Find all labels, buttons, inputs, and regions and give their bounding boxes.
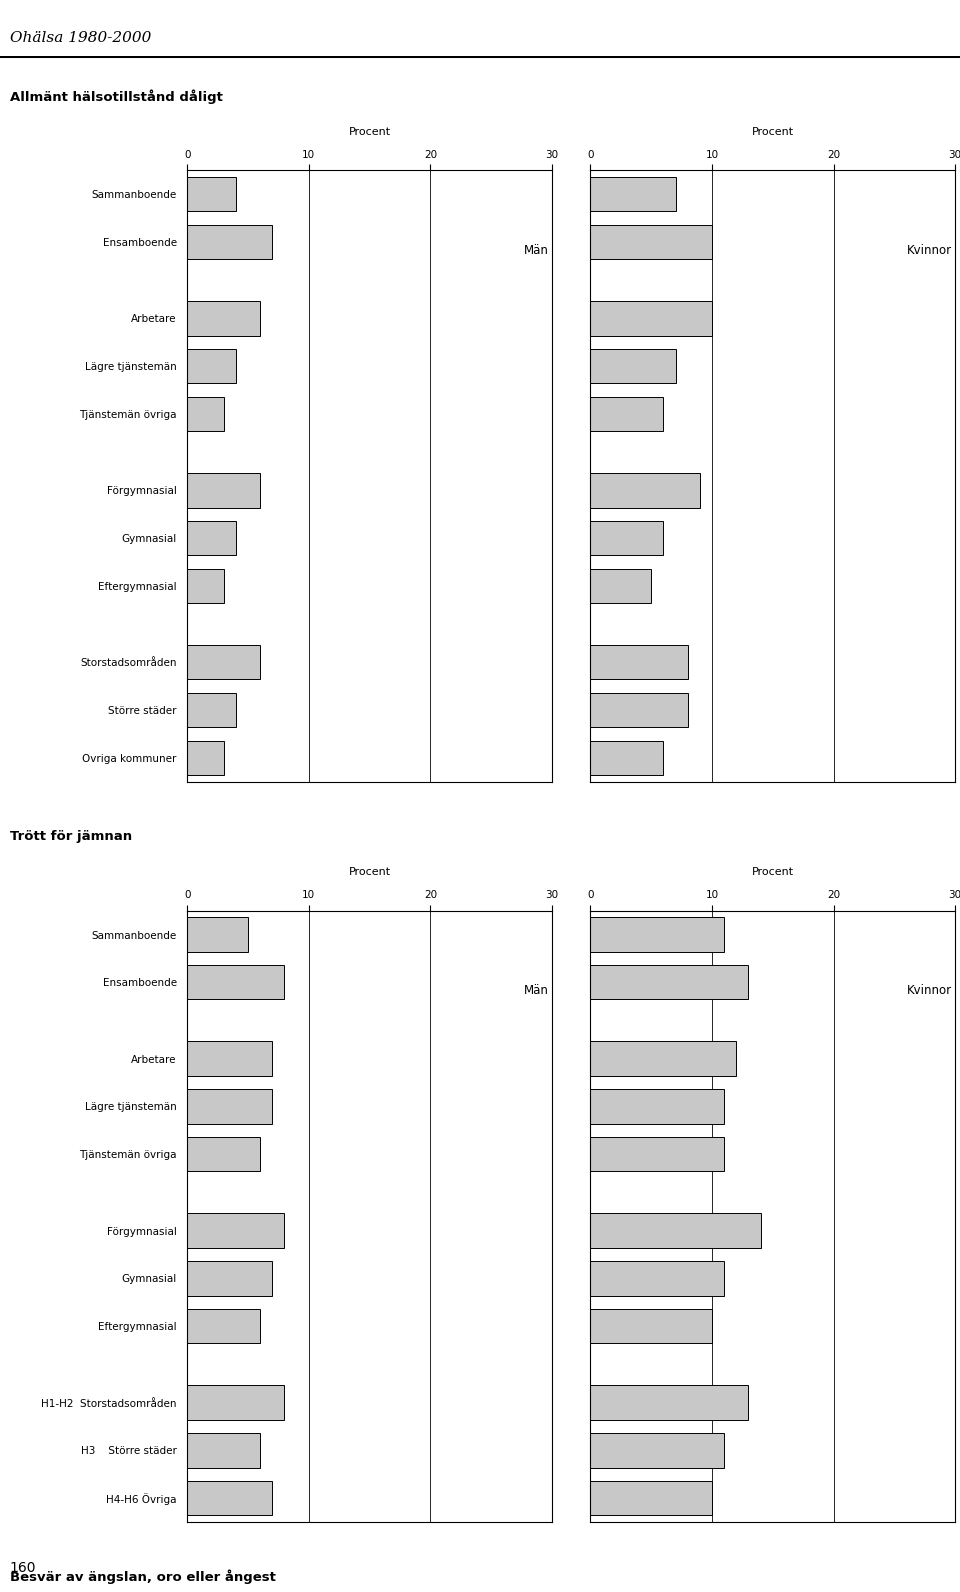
Bar xyxy=(590,1261,724,1296)
Bar xyxy=(590,349,676,384)
Bar xyxy=(187,349,236,384)
Text: Män: Män xyxy=(523,244,548,256)
Bar xyxy=(590,1481,712,1516)
Bar xyxy=(590,1137,724,1172)
Bar xyxy=(187,965,284,1000)
Bar xyxy=(187,224,273,259)
Bar xyxy=(590,1041,736,1076)
Text: Kvinnor: Kvinnor xyxy=(906,984,951,997)
Bar xyxy=(590,301,712,336)
Text: Allmänt hälsotillstånd dåligt: Allmänt hälsotillstånd dåligt xyxy=(10,89,223,103)
Bar xyxy=(590,740,663,775)
Text: Ohälsa 1980-2000: Ohälsa 1980-2000 xyxy=(10,30,151,45)
Text: Procent: Procent xyxy=(752,868,794,877)
Bar xyxy=(590,1433,724,1468)
Bar xyxy=(590,1089,724,1124)
Bar xyxy=(590,1385,749,1420)
Bar xyxy=(187,1309,260,1344)
Bar xyxy=(590,1213,760,1248)
Bar xyxy=(590,224,712,259)
Bar xyxy=(187,568,224,603)
Bar xyxy=(187,645,260,680)
Bar xyxy=(187,1385,284,1420)
Bar xyxy=(187,301,260,336)
Text: Procent: Procent xyxy=(348,868,391,877)
Bar xyxy=(187,177,236,212)
Text: Besvär av ängslan, oro eller ångest: Besvär av ängslan, oro eller ångest xyxy=(10,1570,276,1584)
Bar xyxy=(590,693,687,728)
Bar xyxy=(590,521,663,556)
Bar xyxy=(590,177,676,212)
Text: Procent: Procent xyxy=(752,127,794,137)
Bar xyxy=(187,521,236,556)
Bar xyxy=(187,1089,273,1124)
Bar xyxy=(187,917,248,952)
Bar xyxy=(590,917,724,952)
Text: Procent: Procent xyxy=(348,127,391,137)
Bar xyxy=(187,1041,273,1076)
Bar xyxy=(590,396,663,431)
Text: Män: Män xyxy=(523,984,548,997)
Text: 160: 160 xyxy=(10,1562,36,1574)
Text: Kvinnor: Kvinnor xyxy=(906,244,951,256)
Bar xyxy=(590,473,700,508)
Bar xyxy=(590,568,651,603)
Bar xyxy=(590,645,687,680)
Bar xyxy=(187,1261,273,1296)
Bar xyxy=(187,740,224,775)
Bar xyxy=(187,1481,273,1516)
Bar xyxy=(187,396,224,431)
Bar xyxy=(187,1433,260,1468)
Bar xyxy=(187,1213,284,1248)
Bar xyxy=(187,693,236,728)
Bar xyxy=(187,1137,260,1172)
Text: Trött för jämnan: Trött för jämnan xyxy=(10,831,132,844)
Bar xyxy=(590,1309,712,1344)
Bar xyxy=(187,473,260,508)
Bar xyxy=(590,965,749,1000)
